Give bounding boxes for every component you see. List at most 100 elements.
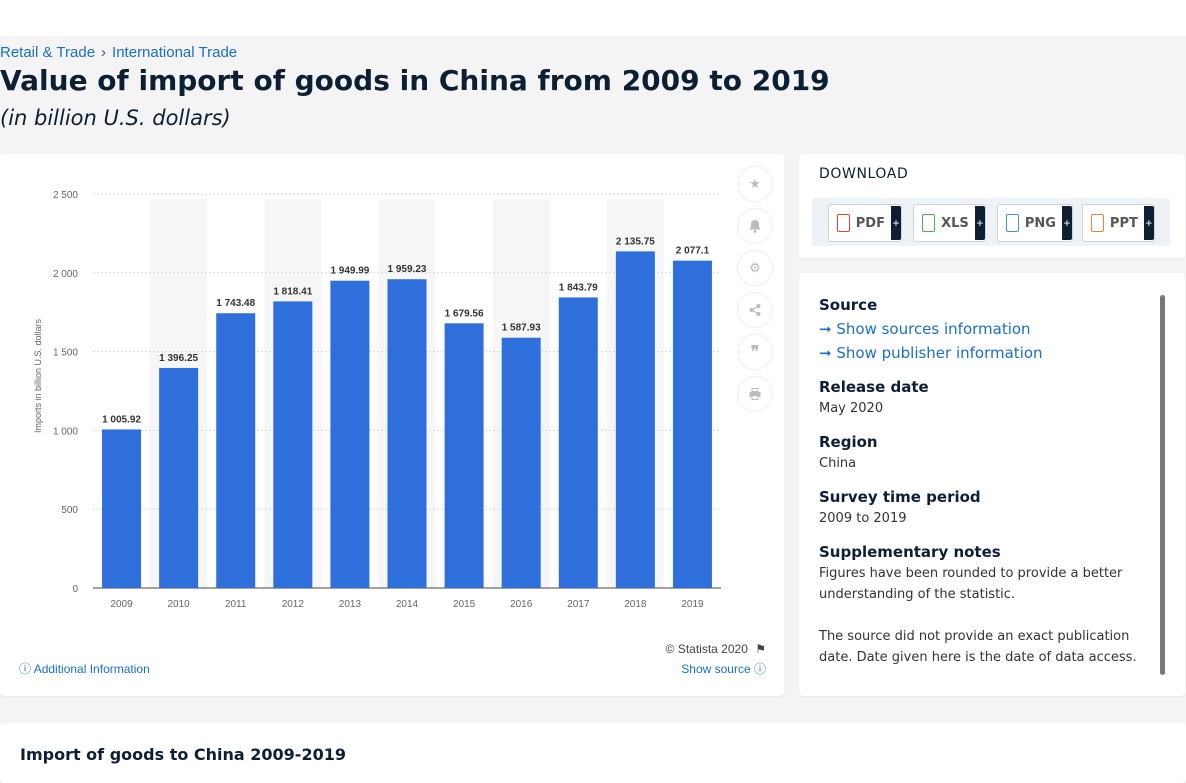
download-ppt-label: PPT [1109,215,1138,231]
bar[interactable] [102,429,142,588]
supplementary-note-date: The source did not provide an exact publ… [819,629,1137,665]
quote-icon: ❞ [750,344,760,361]
show-source-link[interactable]: Show source ⓘ [681,660,766,677]
xls-file-icon [922,214,936,232]
bar[interactable] [615,251,655,588]
additional-information-link[interactable]: ⓘ Additional Information [19,660,150,677]
y-tick-label: 1 500 [53,348,78,359]
breadcrumb-retail-trade[interactable]: Retail & Trade [0,44,96,61]
bar[interactable] [672,260,712,588]
region-heading: Region [819,433,878,451]
show-sources-label: Show sources information [836,320,1031,338]
settings-button[interactable]: ⚙ [738,251,772,285]
gear-icon: ⚙ [749,260,761,275]
source-heading: Source [819,296,878,314]
bar-chart: 0 500 1 000 1 500 2 000 2 500 Imports in billi… [33,190,721,610]
x-tick-label: 2009 [110,599,133,610]
bar[interactable] [273,301,313,588]
page-title: Value of import of goods in China from 2… [0,64,830,97]
x-tick-label: 2014 [396,599,419,610]
star-icon: ★ [749,176,761,191]
download-png-label: PNG [1024,215,1056,231]
bar[interactable] [558,297,598,588]
download-ppt-button[interactable]: PPT + [1082,204,1155,242]
y-axis-label: Imports in billion U.S. dollars [33,318,43,433]
print-button[interactable] [738,377,772,411]
related-card: Import of goods to China 2009-2019 [0,723,1186,783]
print-icon [749,388,761,400]
bar-value-label: 1 587.93 [502,323,541,334]
notify-button[interactable] [738,209,772,243]
png-file-icon [1006,214,1019,232]
y-tick-label: 2 500 [53,190,78,201]
survey-period-value: 2009 to 2019 [819,511,907,526]
download-pdf-label: PDF [855,215,885,231]
x-tick-label: 2013 [339,599,362,610]
share-button[interactable] [738,293,772,327]
plus-icon: + [1061,206,1072,240]
show-publisher-link[interactable]: ➞ Show publisher information [819,344,1043,362]
download-card: DOWNLOAD PDF + XLS + PNG + PPT + [799,154,1185,258]
x-tick-label: 2015 [453,599,476,610]
supplementary-note-rounding: Figures have been rounded to provide a b… [819,566,1123,602]
statistic-info-card: Source ➞ Show sources information ➞ Show… [799,273,1185,696]
bar[interactable] [330,280,370,588]
flag-icon[interactable]: ⚑ [755,642,766,656]
x-tick-label: 2010 [168,599,191,610]
scrollbar[interactable] [1160,295,1165,675]
show-source-label: Show source [681,662,751,676]
related-title: Import of goods to China 2009-2019 [20,745,346,764]
plus-icon: + [974,206,985,240]
arrow-right-icon: ➞ [819,344,832,362]
x-tick-label: 2019 [681,599,704,610]
y-tick-label: 2 000 [53,269,78,280]
top-bar [0,0,1186,36]
download-title: DOWNLOAD [819,166,909,182]
bar[interactable] [444,323,484,588]
show-publisher-label: Show publisher information [836,344,1043,362]
plus-icon: + [1143,206,1154,240]
page-subtitle: (in billion U.S. dollars) [0,106,231,130]
additional-information-label: Additional Information [33,662,150,676]
bar-value-label: 2 077.1 [676,246,710,257]
copyright: © Statista 2020 ⚑ [666,642,766,656]
info-icon: ⓘ [753,662,766,676]
ppt-file-icon [1091,214,1104,232]
release-date-heading: Release date [819,378,929,396]
download-xls-label: XLS [941,215,969,231]
arrow-right-icon: ➞ [819,320,832,338]
x-tick-label: 2016 [510,599,533,610]
bar-value-label: 1 679.56 [445,308,484,319]
survey-period-heading: Survey time period [819,488,981,506]
download-png-button[interactable]: PNG + [997,204,1073,242]
breadcrumb-separator: › [101,44,107,61]
breadcrumb: Retail & Trade › International Trade [0,44,237,61]
bar[interactable] [501,337,541,588]
bar-value-label: 1 005.92 [102,414,141,425]
info-icon: ⓘ [19,662,32,676]
favorite-button[interactable]: ★ [738,167,772,201]
plus-icon: + [890,206,901,240]
show-sources-link[interactable]: ➞ Show sources information [819,320,1031,338]
bar[interactable] [159,367,199,588]
download-pdf-button[interactable]: PDF + [828,204,902,242]
chart-card: 0 500 1 000 1 500 2 000 2 500 Imports in billi… [0,154,784,696]
bar-value-label: 1 949.99 [330,266,369,277]
bar-value-label: 1 396.25 [159,353,198,364]
share-icon [749,304,761,316]
bar[interactable] [216,313,256,588]
x-tick-label: 2017 [567,599,590,610]
cite-button[interactable]: ❞ [738,335,772,369]
pdf-file-icon [837,214,850,232]
breadcrumb-international-trade[interactable]: International Trade [112,44,238,61]
bell-icon [749,219,761,233]
bar-value-label: 2 135.75 [616,236,655,247]
download-xls-button[interactable]: XLS + [913,204,986,242]
bar[interactable] [387,279,427,588]
x-tick-label: 2012 [282,599,305,610]
download-buttons: PDF + XLS + PNG + PPT + [812,198,1170,246]
bar-value-label: 1 843.79 [559,282,598,293]
release-date-value: May 2020 [819,401,884,416]
region-value: China [819,456,857,471]
bar-value-label: 1 818.41 [273,286,312,297]
